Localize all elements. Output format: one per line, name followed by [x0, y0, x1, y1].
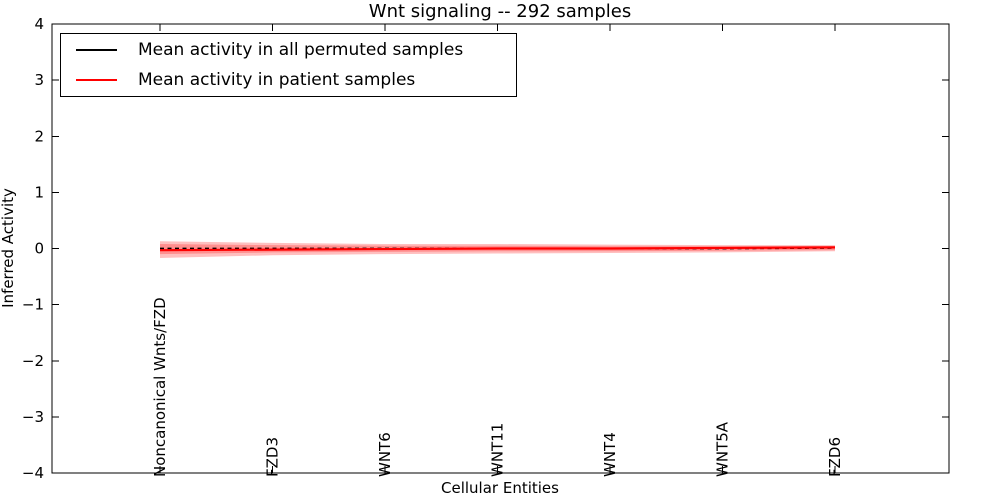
y-tick-label: 0 — [34, 240, 44, 258]
x-tick-label: WNT6 — [376, 432, 394, 477]
x-tick-label: WNT11 — [489, 423, 507, 477]
x-tick-label: FZD6 — [826, 437, 844, 477]
y-tick-label: 4 — [34, 15, 44, 33]
legend-line-permuted-icon — [76, 48, 117, 51]
y-tick-label: −4 — [22, 464, 44, 482]
legend-line-patient-icon — [76, 79, 117, 82]
x-tick-label: WNT4 — [601, 432, 619, 477]
y-axis-label: Inferred Activity — [0, 188, 17, 308]
legend-label-permuted: Mean activity in all permuted samples — [138, 39, 464, 60]
y-tick-label: −2 — [22, 352, 44, 370]
legend-label-patient: Mean activity in patient samples — [138, 70, 416, 91]
y-tick-label: 2 — [34, 127, 44, 145]
legend: Mean activity in all permuted samples Me… — [60, 33, 517, 97]
x-tick-label: FZD3 — [264, 437, 282, 477]
y-tick-label: −3 — [22, 408, 44, 426]
y-tick-label: 3 — [34, 71, 44, 89]
y-tick-label: 1 — [34, 183, 44, 201]
x-axis-label: Cellular Entities — [441, 479, 559, 497]
chart-layer: Noncanonical Wnts/FZD FZD3 WNT6 WNT11 WNT4 WN… — [22, 15, 950, 482]
x-tick-label: Noncanonical Wnts/FZD — [151, 297, 169, 477]
legend-entry-permuted: Mean activity in all permuted samples — [61, 35, 516, 65]
std-band-patient — [160, 241, 835, 259]
legend-entry-patient: Mean activity in patient samples — [61, 65, 516, 95]
chart-title: Wnt signaling -- 292 samples — [369, 1, 631, 22]
patient-mean-line — [159, 246, 836, 252]
x-tick-label: WNT5A — [714, 421, 732, 477]
y-tick-label: −1 — [22, 296, 44, 314]
